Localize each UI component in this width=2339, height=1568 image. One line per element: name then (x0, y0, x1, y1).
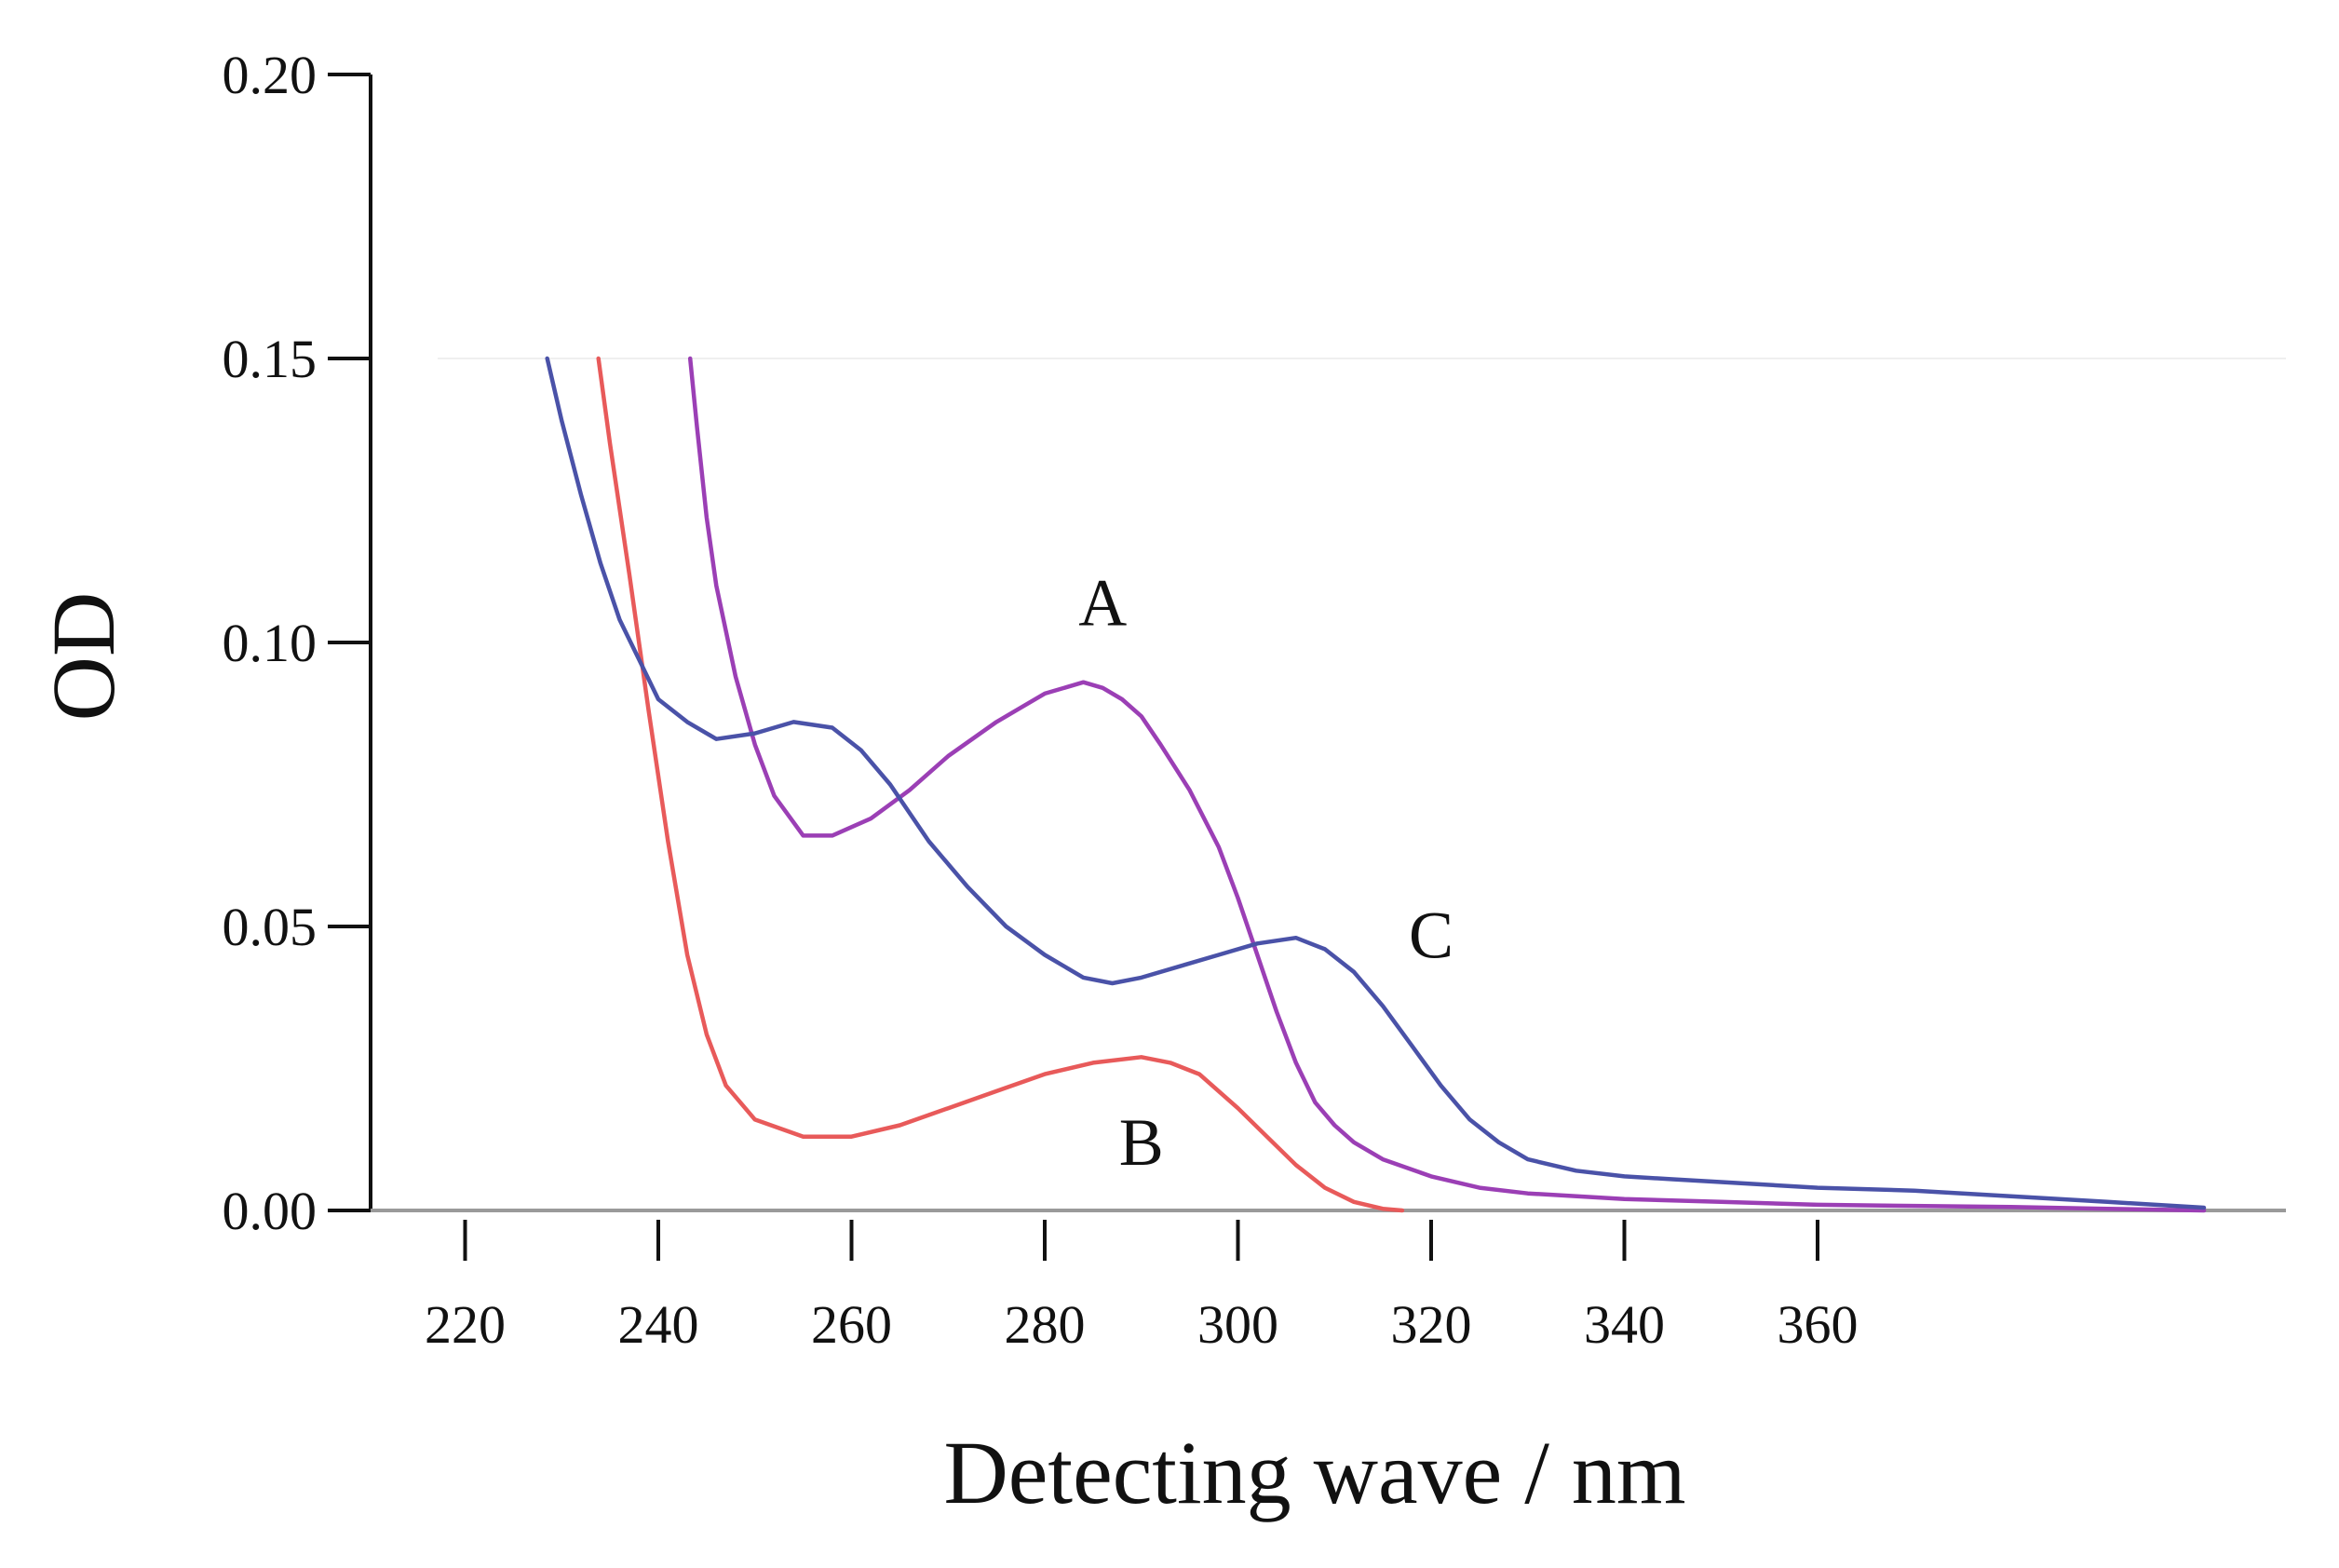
series-layer (545, 356, 2207, 1213)
x-tick-label: 220 (425, 1294, 506, 1355)
x-tick-label: 240 (618, 1294, 699, 1355)
x-tick-label: 340 (1584, 1294, 1665, 1355)
y-tick-label: 0.20 (223, 45, 318, 105)
x-axis-title: Detecting wave / nm (943, 1423, 1685, 1522)
x-tick-label: 360 (1778, 1294, 1859, 1355)
curve-label-b: B (1119, 1105, 1164, 1180)
curve-label-c: C (1409, 899, 1453, 973)
y-axis-title: OD (34, 592, 133, 722)
annotations: A B C (1078, 566, 1453, 1180)
y-tick-label: 0.10 (223, 613, 318, 673)
series-line-b (596, 356, 1405, 1213)
x-tick-label: 300 (1197, 1294, 1278, 1355)
curve-label-a: A (1078, 566, 1127, 641)
series-line-c (545, 356, 2207, 1210)
x-tick-label: 260 (811, 1294, 892, 1355)
x-tick-label: 280 (1005, 1294, 1086, 1355)
x-tick-label: 320 (1391, 1294, 1472, 1355)
y-tick-label: 0.15 (223, 329, 318, 389)
y-tick-label: 0.00 (223, 1181, 318, 1241)
axes: 0.00 0.05 0.10 0.15 0.20 220 240 260 280 300 320 34… (223, 45, 2286, 1355)
y-tick-label: 0.05 (223, 897, 318, 957)
series-line-a (687, 356, 2207, 1213)
